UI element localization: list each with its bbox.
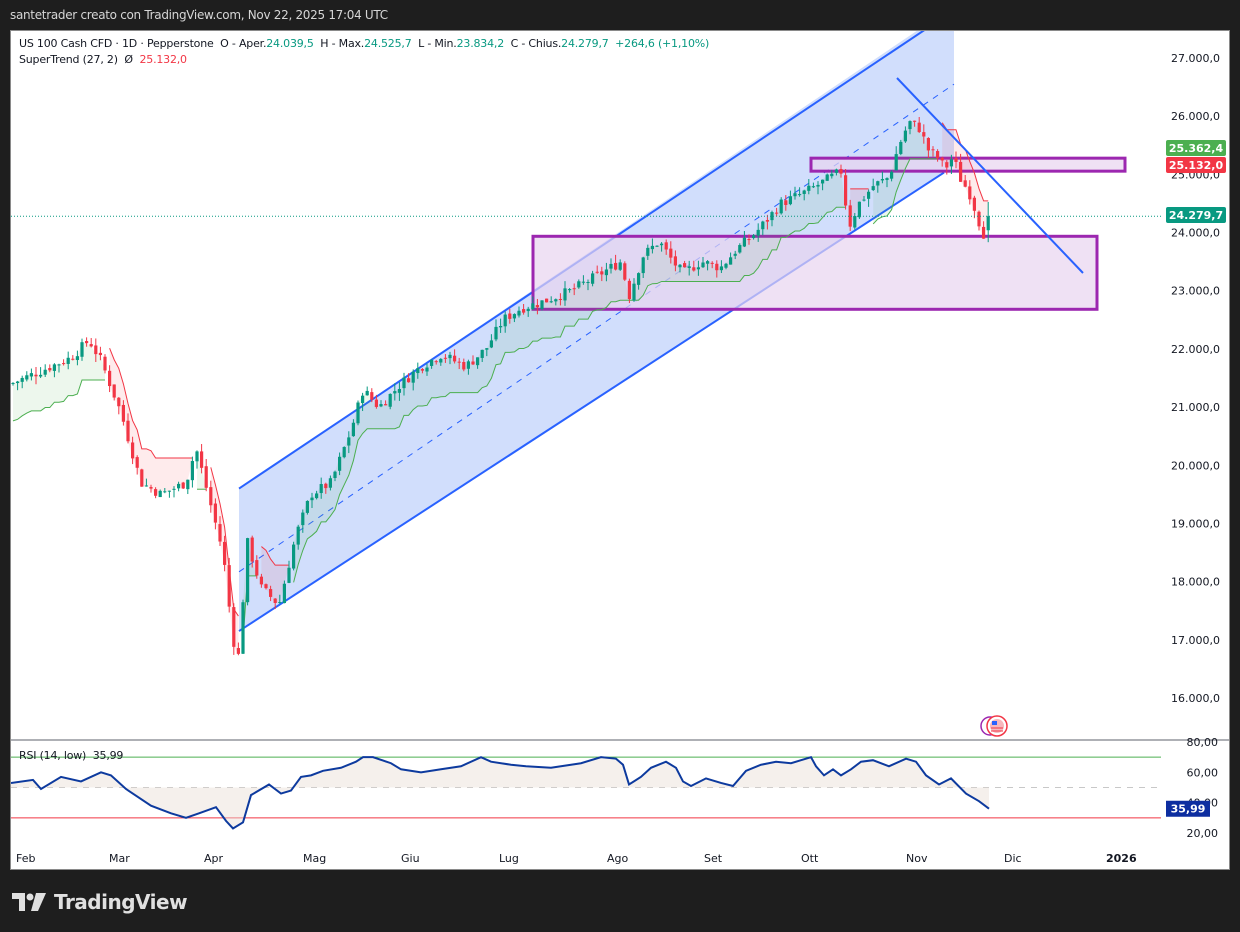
- brand-name: TradingView: [54, 890, 188, 914]
- chart-frame[interactable]: 27.000,0 26.000,0 25.000,0 24.000,0 23.000,0…: [10, 30, 1230, 870]
- supertrend-up-line[interactable]: [242, 575, 257, 641]
- price-axis-tick: 27.000,0: [1171, 52, 1220, 65]
- rsi-axis-tick: 60,00: [1187, 766, 1219, 779]
- price-badge: 24.279,7: [1166, 207, 1226, 223]
- supertrend-up-fill: [873, 121, 938, 224]
- high-value: 24.525,7: [364, 37, 412, 50]
- indicator-hidden-icon[interactable]: Ø: [124, 53, 133, 66]
- open-label: O - Aper.: [220, 37, 267, 50]
- close-value: 24.279,7: [561, 37, 609, 50]
- candlestick-series[interactable]: [11, 117, 990, 656]
- low-value: 23.834,2: [456, 37, 505, 50]
- rsi-axis-tick: 20,00: [1187, 827, 1219, 840]
- supertrend-up-fill: [293, 169, 846, 583]
- supertrend-up-line[interactable]: [872, 158, 938, 225]
- price-badge: 25.132,0: [1166, 157, 1226, 173]
- tradingview-logo[interactable]: TradingView: [12, 880, 188, 924]
- resistance-zone[interactable]: [809, 156, 1127, 173]
- rsi-fill: [11, 757, 989, 829]
- svg-text:35,99: 35,99: [1171, 803, 1206, 816]
- time-axis-tick: Dic: [1004, 852, 1022, 865]
- change-value: +264,6 (+1,10%): [615, 37, 710, 50]
- price-chart-canvas[interactable]: 27.000,026.000,025.000,024.000,023.000,0…: [11, 31, 1230, 870]
- time-axis-tick: Apr: [204, 852, 224, 865]
- close-label: C - Chius.: [510, 37, 562, 50]
- time-axis-tick: Giu: [401, 852, 420, 865]
- symbol-legend: US 100 Cash CFD · 1D · Pepperstone O - A…: [19, 36, 709, 68]
- price-axis-tick: 22.000,0: [1171, 343, 1220, 356]
- svg-text:25.132,0: 25.132,0: [1169, 159, 1224, 172]
- supertrend-value: 25.132,0: [139, 53, 187, 66]
- supertrend-down-line[interactable]: [109, 348, 193, 459]
- supertrend-up-fill: [13, 342, 105, 421]
- open-value: 24.039,5: [266, 37, 314, 50]
- price-axis-tick: 16.000,0: [1171, 692, 1220, 705]
- price-badge: 25.362,4: [1166, 140, 1226, 156]
- time-axis-tick: Set: [704, 852, 723, 865]
- time-axis-tick: Mag: [303, 852, 326, 865]
- time-axis-tick: Lug: [499, 852, 519, 865]
- low-label: L - Min.: [418, 37, 457, 50]
- supertrend-up-line[interactable]: [293, 206, 846, 583]
- tradingview-logo-icon: [12, 893, 46, 911]
- supertrend-down-fill: [261, 546, 289, 603]
- supertrend-label[interactable]: SuperTrend (27, 2): [19, 53, 118, 66]
- price-axis-tick: 19.000,0: [1171, 517, 1220, 530]
- price-axis-tick: 20.000,0: [1171, 459, 1220, 472]
- price-axis-tick: 17.000,0: [1171, 634, 1220, 647]
- time-axis-tick: Nov: [906, 852, 928, 865]
- high-label: H - Max.: [320, 37, 365, 50]
- descending-trendline[interactable]: [896, 77, 1084, 274]
- rsi-value-badge: 35,99: [1166, 800, 1210, 817]
- rsi-line[interactable]: [11, 755, 990, 830]
- rsi-label[interactable]: RSI (14, low): [19, 749, 87, 762]
- supertrend-up-line[interactable]: [12, 379, 105, 422]
- parallel-channel-fill[interactable]: [239, 31, 954, 632]
- time-axis-tick: Feb: [16, 852, 35, 865]
- time-axis-tick: Ott: [801, 852, 819, 865]
- us-flag-event-icon[interactable]: [980, 715, 1008, 737]
- supertrend-down-line[interactable]: [261, 546, 289, 566]
- svg-text:24.279,7: 24.279,7: [1169, 209, 1223, 222]
- price-axis-tick: 26.000,0: [1171, 110, 1220, 123]
- price-axis-tick: 18.000,0: [1171, 576, 1220, 589]
- ohlc-row: US 100 Cash CFD · 1D · Pepperstone O - A…: [19, 36, 709, 52]
- supertrend-down-fill: [109, 348, 193, 496]
- time-axis-tick: 2026: [1106, 852, 1137, 865]
- indicator-row: SuperTrend (27, 2) Ø 25.132,0: [19, 52, 709, 68]
- price-axis-tick: 21.000,0: [1171, 401, 1220, 414]
- rsi-value: 35,99: [92, 749, 124, 762]
- rsi-axis-tick: 80,00: [1187, 736, 1219, 749]
- support-zone[interactable]: [531, 234, 1099, 311]
- time-axis-tick: Ago: [607, 852, 629, 865]
- svg-text:25.362,4: 25.362,4: [1169, 142, 1224, 155]
- price-axis-tick: 23.000,0: [1171, 285, 1220, 298]
- rsi-legend: RSI (14, low) 35,99: [19, 749, 123, 762]
- symbol-name[interactable]: US 100 Cash CFD · 1D · Pepperstone: [19, 37, 214, 50]
- price-axis-tick: 24.000,0: [1171, 227, 1220, 240]
- time-axis-tick: Mar: [109, 852, 130, 865]
- attribution-bar: santetrader creato con TradingView.com, …: [10, 8, 388, 22]
